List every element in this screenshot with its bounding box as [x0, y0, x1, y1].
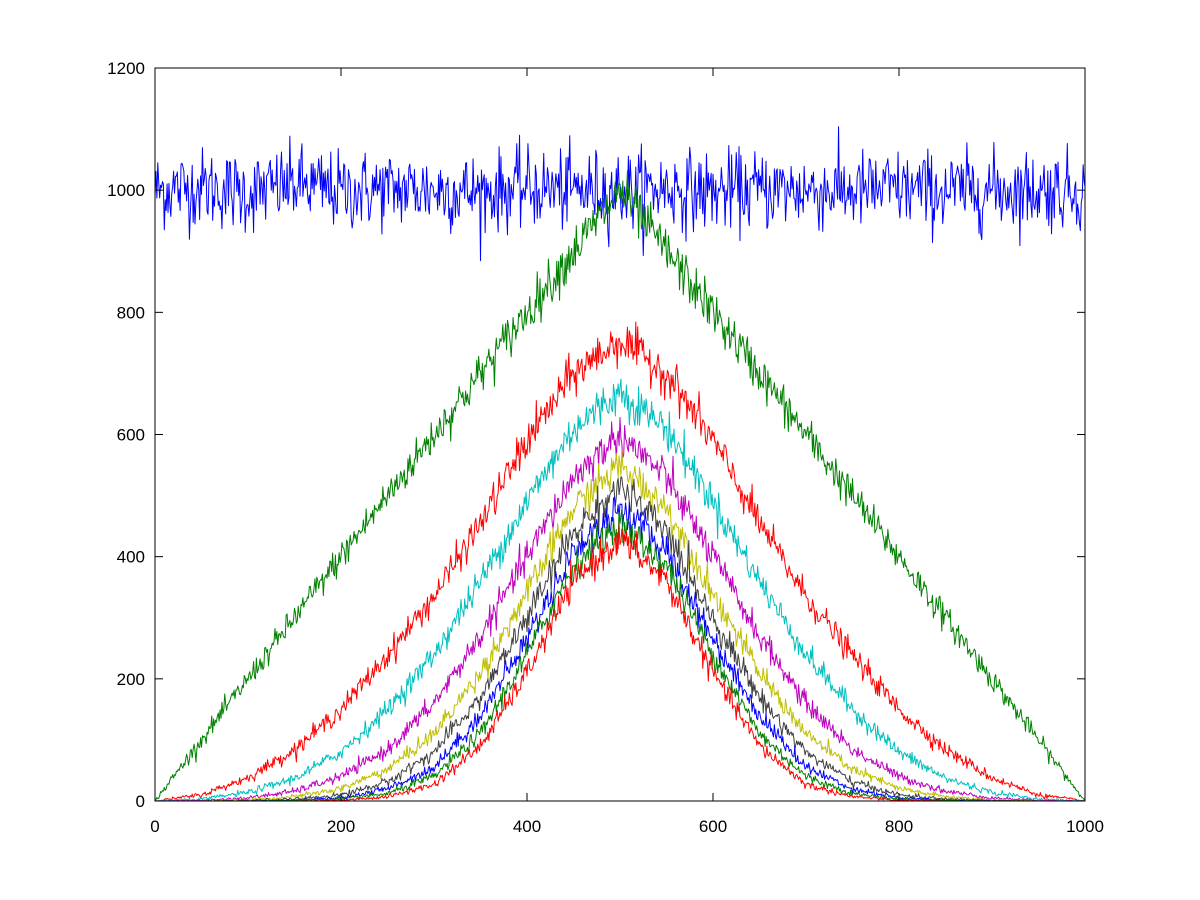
- series-line-10: [155, 523, 1085, 802]
- x-tick-label: 800: [885, 817, 913, 836]
- y-tick-label: 1000: [107, 181, 145, 200]
- x-tick-label: 200: [327, 817, 355, 836]
- series-layer: [154, 126, 1086, 802]
- y-tick-label: 200: [117, 670, 145, 689]
- series-line-9: [155, 508, 1085, 802]
- x-tick-label: 1000: [1066, 817, 1104, 836]
- y-tick-label: 0: [136, 792, 145, 811]
- series-line-4: [154, 378, 1085, 802]
- x-tick-label: 400: [513, 817, 541, 836]
- series-line-6: [155, 448, 1085, 802]
- y-tick-label: 800: [117, 303, 145, 322]
- y-tick-label: 1200: [107, 59, 145, 78]
- series-line-3: [155, 321, 1086, 802]
- series-line-2: [154, 170, 1086, 802]
- series-line-5: [155, 416, 1086, 802]
- y-tick-label: 400: [117, 548, 145, 567]
- x-tick-label: 600: [699, 817, 727, 836]
- y-tick-label: 600: [117, 426, 145, 445]
- x-tick-label: 0: [150, 817, 159, 836]
- series-line-7: [155, 476, 1085, 802]
- series-line-1: [154, 126, 1086, 262]
- tick-layer: 0 200 400 600 800 1000 0 200 400 600 800 1000 1200: [107, 59, 1104, 836]
